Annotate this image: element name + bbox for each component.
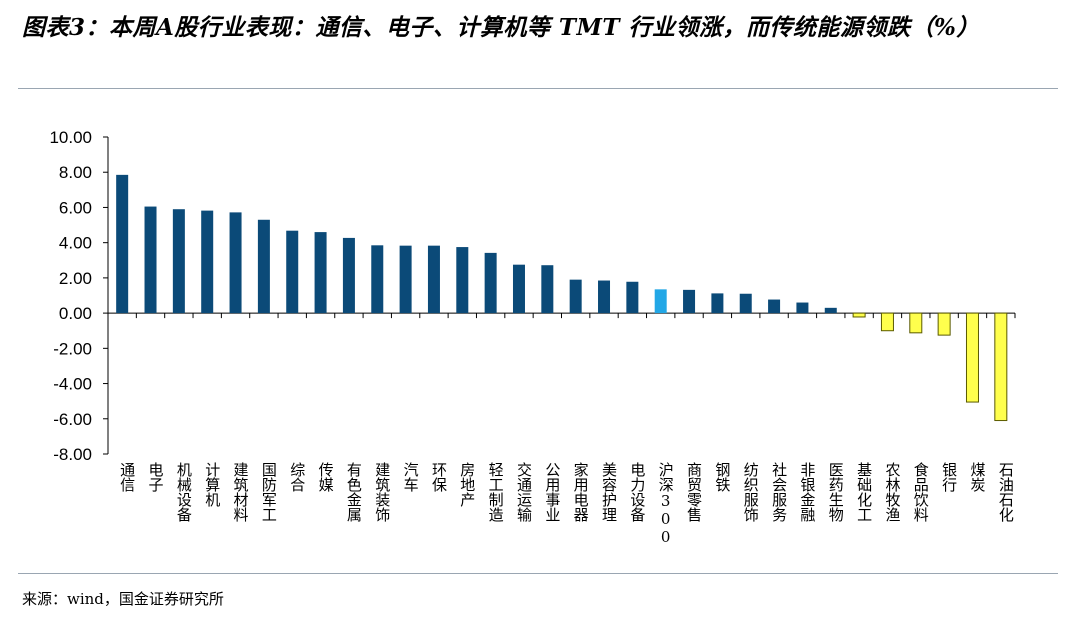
bar-汽车	[399, 245, 412, 314]
bar-煤炭	[965, 312, 979, 403]
x-tick-label: 纺织服饰	[742, 462, 760, 522]
y-tick-label: 4.00	[59, 234, 92, 253]
bar-国防军工	[257, 219, 270, 314]
bar-银行	[937, 312, 951, 336]
x-tick-label: 房地产	[458, 462, 476, 507]
x-tick-label: 钢铁	[713, 462, 731, 492]
x-tick-label: 美容护理	[600, 462, 618, 522]
bar-医药生物	[824, 307, 837, 314]
bar-通信	[116, 174, 129, 314]
bar-农林牧渔	[880, 312, 894, 332]
x-tick-label: 环保	[430, 462, 448, 492]
bar-电子	[144, 206, 157, 314]
y-tick-label: -2.00	[53, 339, 92, 358]
x-tick-label: 基础化工	[855, 462, 873, 522]
x-tick-label: 社会服务	[770, 462, 788, 523]
bar-商贸零售	[683, 289, 696, 314]
bar-交通运输	[512, 264, 525, 314]
bar-建筑材料	[229, 212, 242, 314]
x-tick-label: 交通运输	[515, 461, 533, 522]
x-tick-label: 医药生物	[827, 462, 845, 523]
y-tick-label: 2.00	[59, 269, 92, 288]
x-tick-label: 石油石化	[997, 462, 1015, 522]
bar-公用事业	[541, 265, 554, 314]
x-tick-label: 公用事业	[543, 462, 561, 522]
source-note: 来源：wind，国金证券研究所	[22, 590, 224, 608]
bar-传媒	[314, 232, 327, 314]
bar-综合	[286, 230, 299, 314]
bar-沪深300	[654, 289, 667, 314]
x-tick-label: 传媒	[317, 462, 335, 492]
bar-有色金属	[342, 237, 355, 314]
bar-纺织服饰	[739, 293, 752, 314]
x-tick-label: 计算机	[203, 462, 221, 508]
bar-房地产	[456, 247, 469, 314]
x-tick-label: 机械设备	[175, 462, 193, 522]
bar-食品饮料	[909, 312, 923, 334]
x-tick-label: 煤炭	[968, 462, 986, 492]
bar-家用电器	[569, 279, 582, 314]
x-tick-label: 通信	[118, 462, 136, 492]
y-tick-label: 6.00	[59, 198, 92, 217]
x-tick-label: 建筑材料	[232, 462, 250, 522]
x-tick-label: 食品饮料	[912, 462, 930, 522]
x-tick-label: 汽车	[402, 462, 420, 492]
bar-社会服务	[768, 299, 781, 314]
x-tick-label: 商贸零售	[685, 462, 703, 522]
chart-title: 图表3：本周A股行业表现：通信、电子、计算机等 TMT 行业领涨，而传统能源领跌…	[22, 14, 980, 41]
x-tick-label: 非银金融	[798, 462, 816, 522]
x-tick-label: 轻工制造	[487, 462, 505, 523]
y-tick-label: -6.00	[53, 410, 92, 429]
x-tick-label: 建筑装饰	[373, 462, 391, 522]
bar-电力设备	[626, 281, 639, 314]
x-tick-label: 银行	[940, 462, 958, 493]
x-tick-label: 农林牧渔	[883, 462, 901, 522]
bar-机械设备	[172, 209, 185, 314]
y-tick-label: 0.00	[59, 304, 92, 323]
bar-轻工制造	[484, 252, 497, 314]
x-tick-label: 国防军工	[260, 462, 278, 522]
y-tick-label: -8.00	[53, 445, 92, 464]
bar-基础化工	[852, 312, 866, 318]
top-divider	[18, 88, 1058, 89]
y-tick-label: 8.00	[59, 163, 92, 182]
x-tick-label: 综合	[288, 462, 306, 492]
bar-建筑装饰	[371, 245, 384, 314]
bar-石油石化	[994, 312, 1008, 422]
bar-环保	[427, 245, 440, 314]
x-tick-label: 沪深300	[657, 462, 675, 546]
bar-钢铁	[711, 293, 724, 314]
bar-计算机	[201, 210, 214, 314]
x-tick-label: 电力设备	[628, 462, 646, 522]
x-tick-label: 有色金属	[345, 462, 363, 522]
bar-美容护理	[598, 280, 611, 314]
bar-非银金融	[796, 302, 809, 314]
y-tick-label: -4.00	[53, 375, 92, 394]
bottom-divider	[18, 573, 1058, 574]
x-tick-label: 家用电器	[572, 462, 590, 522]
y-tick-label: 10.00	[49, 128, 92, 147]
x-tick-label: 电子	[147, 462, 165, 492]
